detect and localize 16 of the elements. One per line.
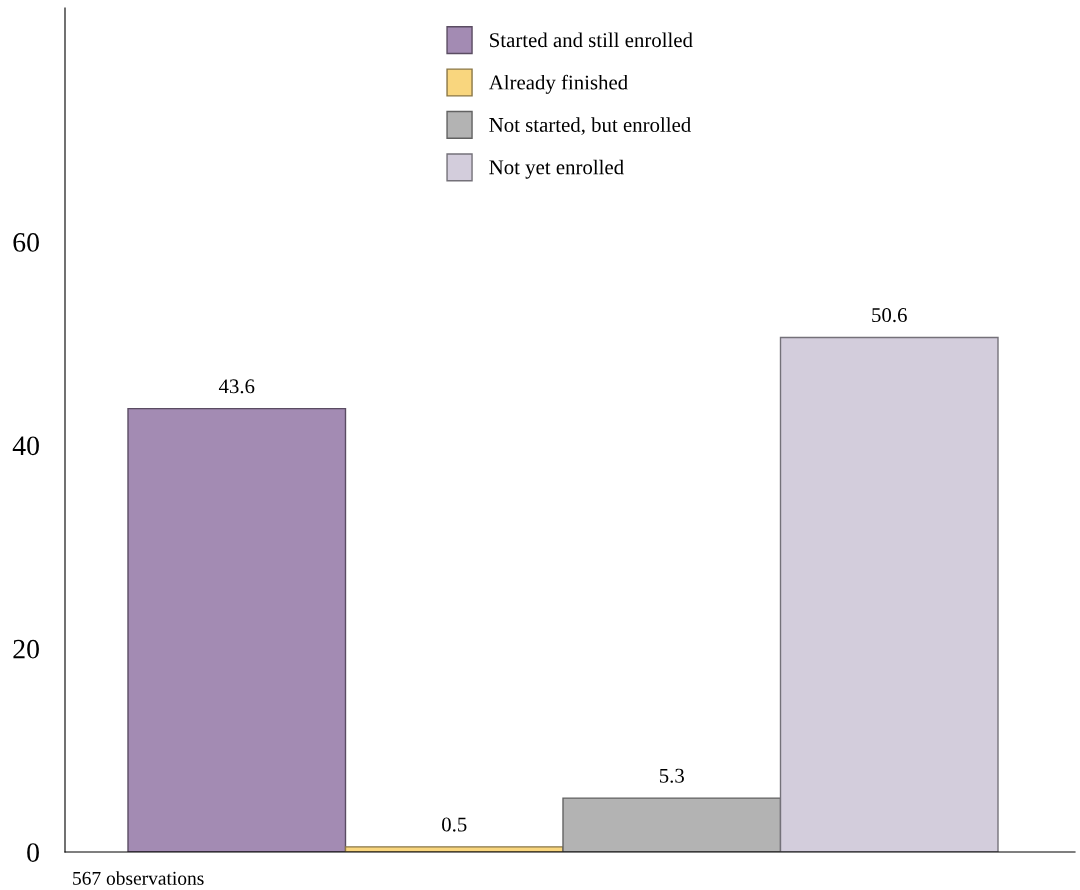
legend-label: Not started, but enrolled — [489, 117, 691, 135]
y-tick-label: 60 — [13, 233, 39, 252]
data-label: 0.5 — [442, 817, 467, 832]
data-label: 5.3 — [659, 768, 684, 783]
text: 567 observations — [73, 871, 204, 885]
bar — [779, 336, 999, 852]
y-tick-label: 0 — [27, 843, 39, 862]
bar — [127, 407, 347, 852]
legend-label: Already finished — [488, 74, 628, 94]
y-tick-label: 20 — [13, 639, 39, 659]
legend-label: Not yet enrolled — [489, 159, 624, 179]
bar — [562, 797, 782, 852]
y-tick-label: 40 — [12, 436, 39, 456]
data-label: 50.6 — [872, 308, 907, 323]
data-label: 43.6 — [218, 379, 255, 394]
legend-label: Started and still enrolled — [490, 32, 693, 48]
